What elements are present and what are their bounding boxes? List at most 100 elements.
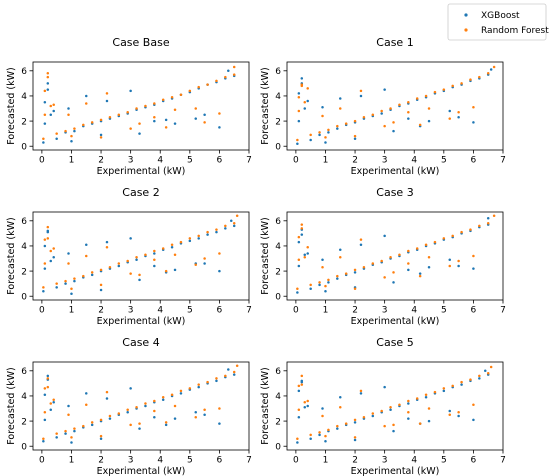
scatter-point (43, 418, 47, 422)
scatter-point (129, 127, 132, 130)
scatter-point (218, 112, 221, 115)
x-tick-label: 2 (352, 306, 358, 316)
scatter-point (472, 267, 475, 270)
scatter-point (43, 89, 47, 93)
scatter-point (336, 424, 339, 428)
scatter-point (224, 75, 227, 79)
scatter-point (339, 107, 342, 110)
scatter-point (300, 374, 304, 378)
scatter-point (206, 380, 209, 384)
series-xgboost (42, 69, 236, 144)
scatter-point (407, 111, 410, 114)
panel-1: Case Base 0 1 2 3 4 5 6 7 0 2 4 6 Experimental (kW) Fo… (6, 36, 252, 177)
x-tick-label: 5 (441, 156, 447, 166)
scatter-point (297, 119, 301, 123)
legend: XGBoost Random Forest (447, 3, 549, 41)
scatter-point (392, 429, 395, 433)
scatter-point (43, 122, 47, 125)
scatter-point (105, 92, 109, 95)
scatter-point (306, 99, 309, 103)
scatter-point (153, 416, 156, 419)
scatter-point (297, 384, 301, 388)
scatter-point (227, 368, 230, 371)
scatter-point (380, 109, 383, 113)
axes-frame (286, 361, 504, 451)
y-tick-label: 4 (275, 242, 281, 252)
scatter-point (153, 102, 156, 105)
scatter-point (232, 73, 236, 76)
x-tick-label: 4 (411, 306, 417, 316)
scatter-point (129, 237, 132, 240)
scatter-point (380, 409, 383, 413)
panel-title: Case 4 (122, 336, 159, 349)
scatter-point (318, 283, 321, 287)
scatter-point (42, 137, 45, 140)
scatter-point (303, 256, 306, 259)
scatter-point (203, 121, 206, 124)
scatter-point (309, 287, 312, 290)
scatter-point (49, 259, 52, 263)
scatter-point (64, 282, 67, 285)
scatter-point (173, 253, 177, 256)
scatter-point (64, 429, 67, 433)
scatter-point (55, 432, 58, 435)
scatter-point (179, 240, 183, 244)
scatter-point (427, 107, 431, 110)
axes-frame (32, 361, 250, 451)
legend-marker-random-forest (464, 28, 468, 32)
scatter-point (52, 256, 55, 259)
scatter-point (297, 408, 301, 412)
y-tick-label: 6 (21, 367, 27, 377)
scatter-point (318, 133, 321, 137)
scatter-point (197, 383, 200, 386)
legend-label-xgboost: XGBoost (481, 11, 520, 21)
scatter-point (451, 84, 454, 88)
scatter-point (300, 227, 304, 230)
scatter-point (232, 373, 236, 376)
scatter-point (318, 431, 321, 434)
x-tick-label: 3 (128, 156, 134, 166)
scatter-point (90, 121, 94, 124)
scatter-point (303, 406, 306, 409)
scatter-point (318, 433, 321, 437)
scatter-point (486, 222, 490, 225)
scatter-point (206, 230, 209, 234)
panel-4: Case 3 0 1 2 3 4 5 6 7 0 2 4 6 Experimental (kW) Forec… (260, 186, 506, 327)
scatter-point (43, 393, 47, 396)
scatter-point (407, 100, 410, 104)
scatter-point (460, 380, 463, 384)
panels-layer: Case Base 0 1 2 3 4 5 6 7 0 2 4 6 Experimental (kW) Fo… (6, 36, 506, 476)
scatter-point (52, 109, 55, 113)
scatter-point (179, 389, 183, 393)
scatter-point (49, 113, 52, 117)
scatter-point (218, 126, 221, 129)
x-tick-label: 3 (128, 306, 134, 316)
scatter-point (52, 247, 55, 250)
scatter-point (359, 238, 363, 241)
panel-3: Case 2 0 1 2 3 4 5 6 7 0 2 4 6 Experimental (kW) Forec… (6, 186, 252, 327)
scatter-point (215, 79, 218, 83)
scatter-point (227, 69, 230, 73)
scatter-point (90, 421, 94, 424)
scatter-point (49, 104, 52, 108)
y-tick-label: 6 (275, 67, 281, 77)
scatter-point (415, 97, 419, 100)
scatter-point (300, 223, 304, 226)
y-tick-label: 4 (275, 392, 281, 402)
scatter-point (144, 404, 147, 408)
scatter-point (218, 252, 221, 255)
scatter-point (70, 436, 73, 439)
legend-label-random-forest: Random Forest (481, 26, 549, 36)
legend-frame (447, 3, 547, 41)
x-tick-label: 5 (187, 306, 193, 316)
x-tick-label: 0 (39, 456, 45, 466)
scatter-point (371, 262, 375, 265)
y-tick-label: 2 (21, 417, 27, 427)
scatter-point (324, 434, 327, 438)
scatter-point (362, 266, 366, 269)
y-tick-label: 2 (275, 267, 281, 277)
scatter-point (362, 116, 366, 119)
scatter-point (472, 106, 475, 109)
x-tick-label: 6 (217, 156, 223, 166)
scatter-point (135, 406, 138, 409)
